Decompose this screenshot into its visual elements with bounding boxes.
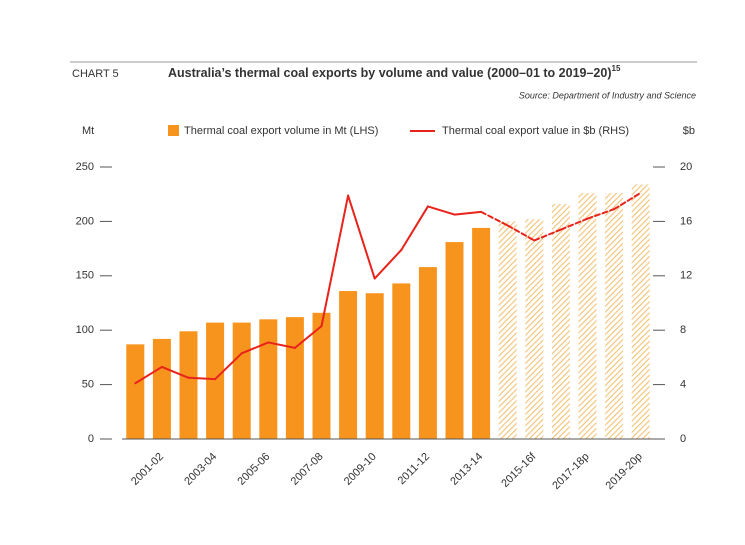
- y2-axis-label: $b: [683, 125, 695, 137]
- bar: [578, 193, 597, 439]
- y-axis-label: Mt: [82, 125, 94, 137]
- x-tick-label: 2019-20p: [604, 451, 645, 492]
- y2-tick-label: 12: [680, 270, 692, 282]
- bar: [418, 267, 437, 439]
- source: Source: Department of Industry and Scien…: [519, 90, 696, 100]
- chart-title: Australia’s thermal coal exports by volu…: [168, 64, 621, 80]
- bar: [152, 338, 171, 439]
- x-tick-label: 2009-10: [342, 451, 379, 488]
- line-segment: [267, 341, 296, 349]
- line-segment: [293, 325, 323, 349]
- y2-tick-label: 0: [680, 433, 686, 445]
- line-segment: [134, 365, 163, 385]
- line-segment: [480, 210, 509, 227]
- line-segment: [320, 194, 350, 328]
- x-tick-label: 2015-16f: [499, 450, 539, 490]
- legend-label: Thermal coal export volume in Mt (LHS): [184, 125, 378, 137]
- line-segment: [373, 248, 403, 280]
- line-segment: [347, 194, 376, 280]
- line-segment: [214, 352, 243, 381]
- bar: [551, 203, 570, 439]
- x-tick-label: 2011-12: [396, 451, 432, 487]
- line-segment: [533, 228, 562, 242]
- bar: [232, 322, 251, 439]
- line-segment: [187, 376, 217, 381]
- legend-swatch: [168, 125, 179, 136]
- bar: [312, 312, 331, 439]
- y-tick-label: 250: [76, 161, 94, 173]
- bar: [206, 322, 225, 439]
- bar: [339, 291, 358, 439]
- x-tick-label: 2003-04: [182, 451, 219, 488]
- bar: [259, 319, 278, 439]
- y-tick-label: 200: [76, 215, 94, 227]
- line-segment: [506, 224, 536, 242]
- line-segment: [453, 210, 483, 216]
- y-tick-label: 150: [76, 270, 94, 282]
- bar: [525, 219, 544, 439]
- x-tick-label: 2005-06: [235, 451, 272, 488]
- line-segment: [613, 191, 642, 211]
- y2-tick-label: 16: [680, 215, 692, 227]
- bar: [631, 184, 650, 439]
- y-tick-label: 100: [76, 324, 94, 336]
- x-tick-label: 2017-18p: [550, 451, 591, 492]
- line-segment: [400, 205, 429, 251]
- x-tick-label: 2013-14: [448, 451, 485, 488]
- bar: [179, 331, 198, 439]
- line-segment: [240, 341, 270, 355]
- bar: [498, 221, 517, 439]
- title-note: 15: [612, 64, 621, 73]
- bar: [445, 242, 464, 439]
- bar: [392, 283, 411, 439]
- bar: [365, 293, 384, 439]
- title-text: Australia’s thermal coal exports by volu…: [168, 66, 612, 80]
- y2-tick-label: 4: [680, 379, 686, 391]
- legend-label: Thermal coal export value in $b (RHS): [442, 125, 629, 137]
- x-tick-label: 2007-08: [289, 451, 326, 488]
- line-segment: [559, 217, 589, 231]
- y-tick-label: 0: [88, 433, 94, 445]
- bar: [605, 193, 624, 439]
- y-tick-label: 50: [82, 379, 94, 391]
- line-segment: [426, 205, 456, 216]
- x-tick-label: 2001-02: [129, 451, 166, 488]
- line-segment: [160, 365, 190, 379]
- bar: [472, 227, 491, 439]
- bar: [285, 317, 304, 439]
- chart-label: CHART 5: [72, 68, 119, 80]
- bar: [126, 344, 145, 439]
- y2-tick-label: 8: [680, 324, 686, 336]
- y2-tick-label: 20: [680, 161, 692, 173]
- line-segment: [586, 208, 616, 220]
